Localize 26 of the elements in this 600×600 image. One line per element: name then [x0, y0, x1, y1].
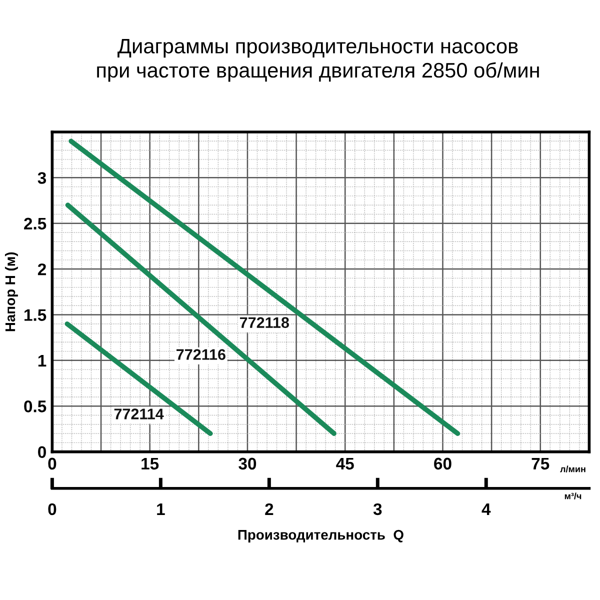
x2-tick-label: 0 [48, 503, 56, 516]
y-axis-title: Напор H (м) [4, 252, 18, 332]
y-tick-label: 0 [38, 446, 46, 458]
x-tick-label: 75 [532, 458, 550, 470]
x-tick-label: 0 [48, 458, 56, 470]
y-tick-label: 0.5 [24, 400, 46, 412]
y-tick-label: 1.5 [24, 309, 46, 321]
x2-tick-label: 2 [265, 503, 274, 515]
x-tick-label: 45 [336, 458, 354, 470]
x2-axis-title: Производительность Q [238, 530, 404, 542]
y-tick-label: 1 [38, 355, 46, 366]
x2-tick-label: 3 [373, 503, 382, 516]
series-label: 772114 [114, 408, 164, 420]
x2-tick-label: 1 [157, 504, 165, 515]
chart-title: Диаграммы производительности насосов при частоте вращения двигателя 2850 об/мин [97, 38, 539, 82]
y-tick-label: 3 [38, 172, 46, 184]
x-tick-label: 60 [434, 458, 452, 470]
x-tick-label: 30 [238, 458, 256, 470]
x2-tick-label: 4 [482, 504, 491, 515]
y-tick-label: 2.5 [24, 218, 46, 230]
series-label: 772118 [240, 317, 289, 328]
series-label: 772116 [176, 349, 226, 360]
y-tick-label: 2 [38, 263, 46, 276]
x-tick-label: 15 [142, 458, 159, 470]
text: л/мин [560, 466, 586, 472]
text: м³/ч [564, 492, 582, 500]
